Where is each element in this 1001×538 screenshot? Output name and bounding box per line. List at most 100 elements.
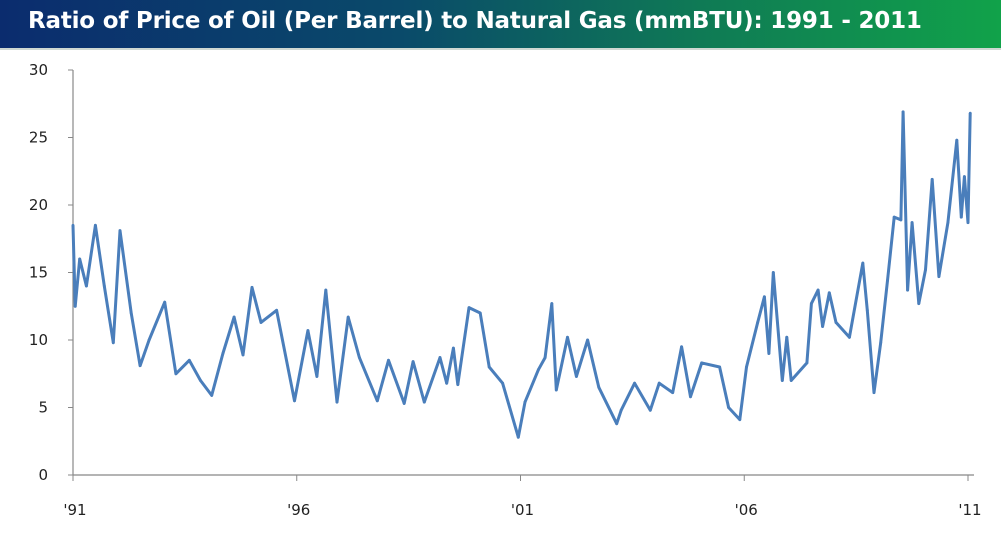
data-point — [872, 391, 876, 395]
data-point — [550, 302, 554, 305]
data-point — [375, 399, 379, 403]
data-point — [657, 381, 661, 385]
data-point — [901, 110, 905, 114]
data-point — [771, 271, 775, 274]
data-point — [966, 221, 970, 224]
y-tick-label: 30 — [29, 61, 48, 79]
data-point — [924, 268, 927, 272]
data-point — [575, 375, 578, 378]
data-point — [85, 284, 88, 288]
data-point — [930, 177, 934, 181]
data-point — [597, 385, 601, 389]
data-point — [671, 391, 675, 395]
x-tick-label: '11 — [958, 501, 981, 519]
data-point — [221, 352, 225, 355]
data-point — [745, 365, 748, 369]
title-bar: Ratio of Price of Oil (Per Barrel) to Na… — [0, 0, 1001, 50]
data-point — [387, 358, 390, 362]
data-point — [306, 329, 310, 332]
data-point — [946, 221, 950, 224]
data-point — [785, 335, 789, 339]
data-point — [689, 395, 692, 399]
data-point — [738, 418, 742, 422]
y-tick-label: 0 — [38, 466, 48, 484]
data-point — [129, 311, 133, 315]
data-point — [906, 288, 909, 292]
data-point — [241, 353, 245, 357]
data-point — [816, 288, 820, 292]
data-point — [346, 315, 350, 319]
data-point — [293, 399, 296, 403]
data-point — [537, 368, 540, 372]
y-tick-label: 25 — [29, 129, 48, 147]
data-point — [543, 356, 547, 359]
data-point — [910, 221, 914, 224]
x-tick-label: '01 — [511, 501, 534, 519]
data-point — [232, 315, 236, 319]
data-point — [554, 388, 558, 392]
data-point — [315, 375, 319, 378]
y-tick-label: 10 — [29, 331, 48, 349]
data-point — [138, 364, 142, 368]
y-tick-label: 20 — [29, 196, 48, 214]
data-point — [275, 308, 279, 312]
data-point — [71, 223, 75, 227]
data-point — [886, 279, 889, 282]
data-point — [335, 400, 339, 404]
data-point — [963, 175, 966, 179]
data-point — [438, 356, 442, 359]
data-point — [174, 372, 178, 376]
data-point — [358, 356, 361, 359]
data-point — [861, 261, 865, 265]
data-point — [680, 345, 683, 349]
data-point — [892, 215, 896, 219]
data-point — [789, 379, 793, 382]
data-point — [648, 408, 652, 412]
data-point — [780, 379, 784, 382]
data-point — [478, 311, 482, 315]
y-tick-label: 5 — [38, 399, 48, 417]
data-point — [834, 321, 838, 324]
data-point — [848, 335, 851, 339]
data-point — [451, 346, 455, 350]
data-point — [118, 229, 122, 233]
axes: 0 5 10 15 20 25 30 '91 '96 '01 '06 '11 — [29, 61, 982, 519]
data-point — [111, 341, 115, 345]
data-point — [93, 223, 97, 227]
data-point — [566, 335, 569, 339]
data-point — [147, 338, 151, 342]
data-point — [102, 284, 106, 288]
data-point — [968, 111, 972, 115]
chart-title: Ratio of Price of Oil (Per Barrel) to Na… — [28, 8, 922, 34]
data-point — [809, 302, 813, 305]
data-point — [879, 341, 883, 345]
data-point — [402, 402, 406, 405]
data-point — [467, 306, 471, 309]
data-point — [756, 321, 760, 324]
data-point — [73, 304, 77, 308]
data-point — [805, 361, 809, 365]
data-point — [523, 400, 527, 404]
data-point — [411, 360, 415, 363]
data-point — [959, 215, 963, 219]
plot-area — [71, 110, 972, 439]
data-point — [615, 422, 619, 426]
data-point — [250, 285, 254, 289]
data-point — [199, 379, 202, 382]
data-point — [762, 295, 766, 299]
data-point — [487, 365, 491, 369]
data-point — [633, 381, 637, 385]
data-point — [78, 257, 82, 261]
data-point — [821, 325, 824, 328]
data-point — [865, 308, 869, 312]
data-point — [501, 381, 504, 385]
data-point — [899, 218, 903, 222]
data-point — [259, 321, 263, 324]
data-point — [700, 361, 704, 365]
data-point — [516, 435, 520, 439]
data-point — [718, 365, 722, 369]
data-point — [456, 383, 460, 386]
data-point — [586, 338, 590, 342]
series-line — [71, 110, 972, 439]
